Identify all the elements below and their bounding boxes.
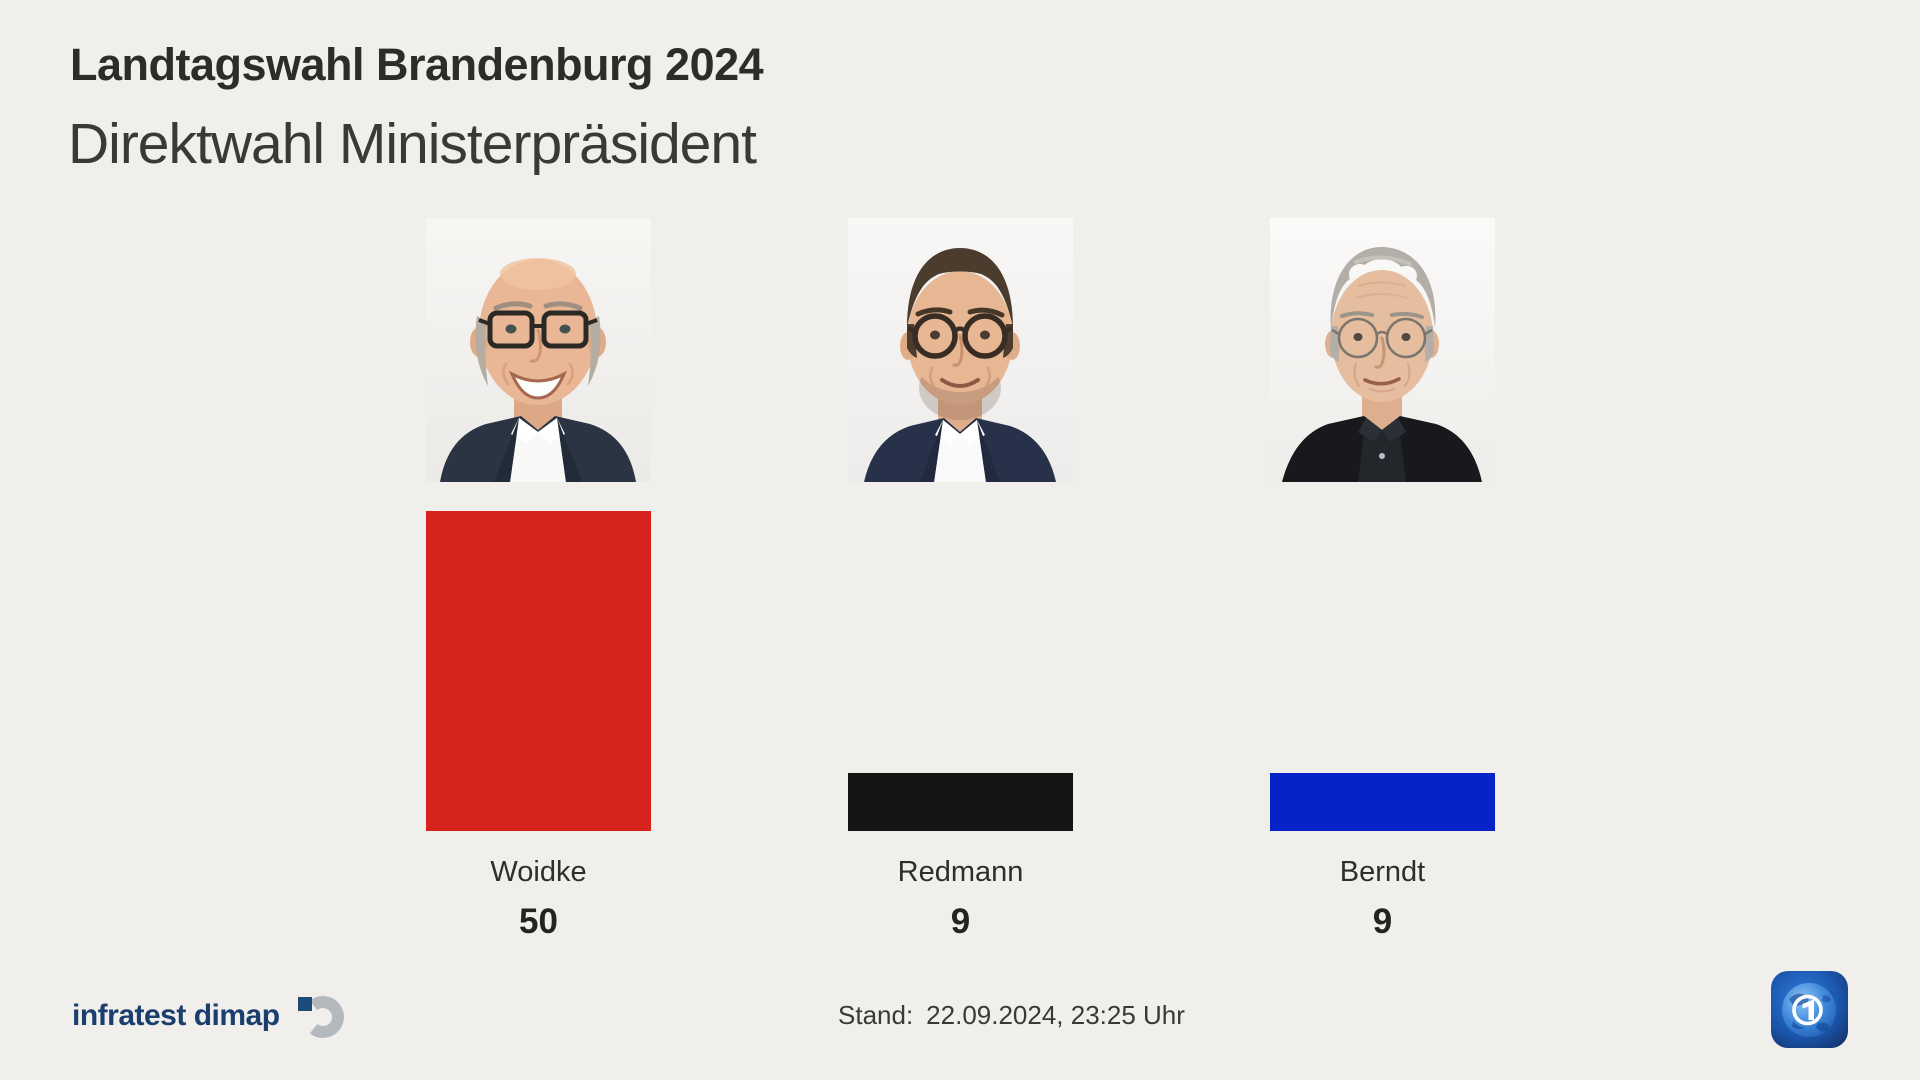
candidate-name-woidke: Woidke: [490, 856, 587, 888]
page-subtitle: Direktwahl Ministerpräsident: [68, 112, 757, 176]
bar-woidke: [426, 511, 651, 831]
stand-timestamp: Stand: 22.09.2024, 23:25 Uhr: [838, 1000, 1185, 1031]
redmann-photo: [848, 218, 1073, 482]
candidate-column-woidke: Woidke 50: [426, 0, 651, 1080]
candidate-value-berndt: 9: [1372, 902, 1393, 941]
stand-label: Stand:: [838, 1000, 914, 1030]
woidke-photo: [426, 218, 651, 482]
bar-redmann: [848, 773, 1073, 831]
ard-tagesschau-icon: [1771, 971, 1848, 1048]
candidate-value-redmann: 9: [950, 902, 971, 941]
page-title: Landtagswahl Brandenburg 2024: [70, 39, 764, 90]
stand-value: 22.09.2024, 23:25 Uhr: [926, 1000, 1185, 1030]
berndt-photo: [1270, 218, 1495, 482]
bar-berndt: [1270, 773, 1495, 831]
infratest-dimap-icon: [296, 992, 344, 1040]
source-logo: infratest dimap: [72, 992, 344, 1040]
candidate-name-berndt: Berndt: [1339, 856, 1426, 888]
candidate-column-redmann: Redmann 9: [848, 0, 1073, 1080]
candidate-column-berndt: Berndt 9: [1270, 0, 1495, 1080]
candidate-name-redmann: Redmann: [897, 856, 1024, 888]
candidate-value-woidke: 50: [519, 902, 558, 941]
source-logo-text: infratest dimap: [72, 999, 280, 1032]
